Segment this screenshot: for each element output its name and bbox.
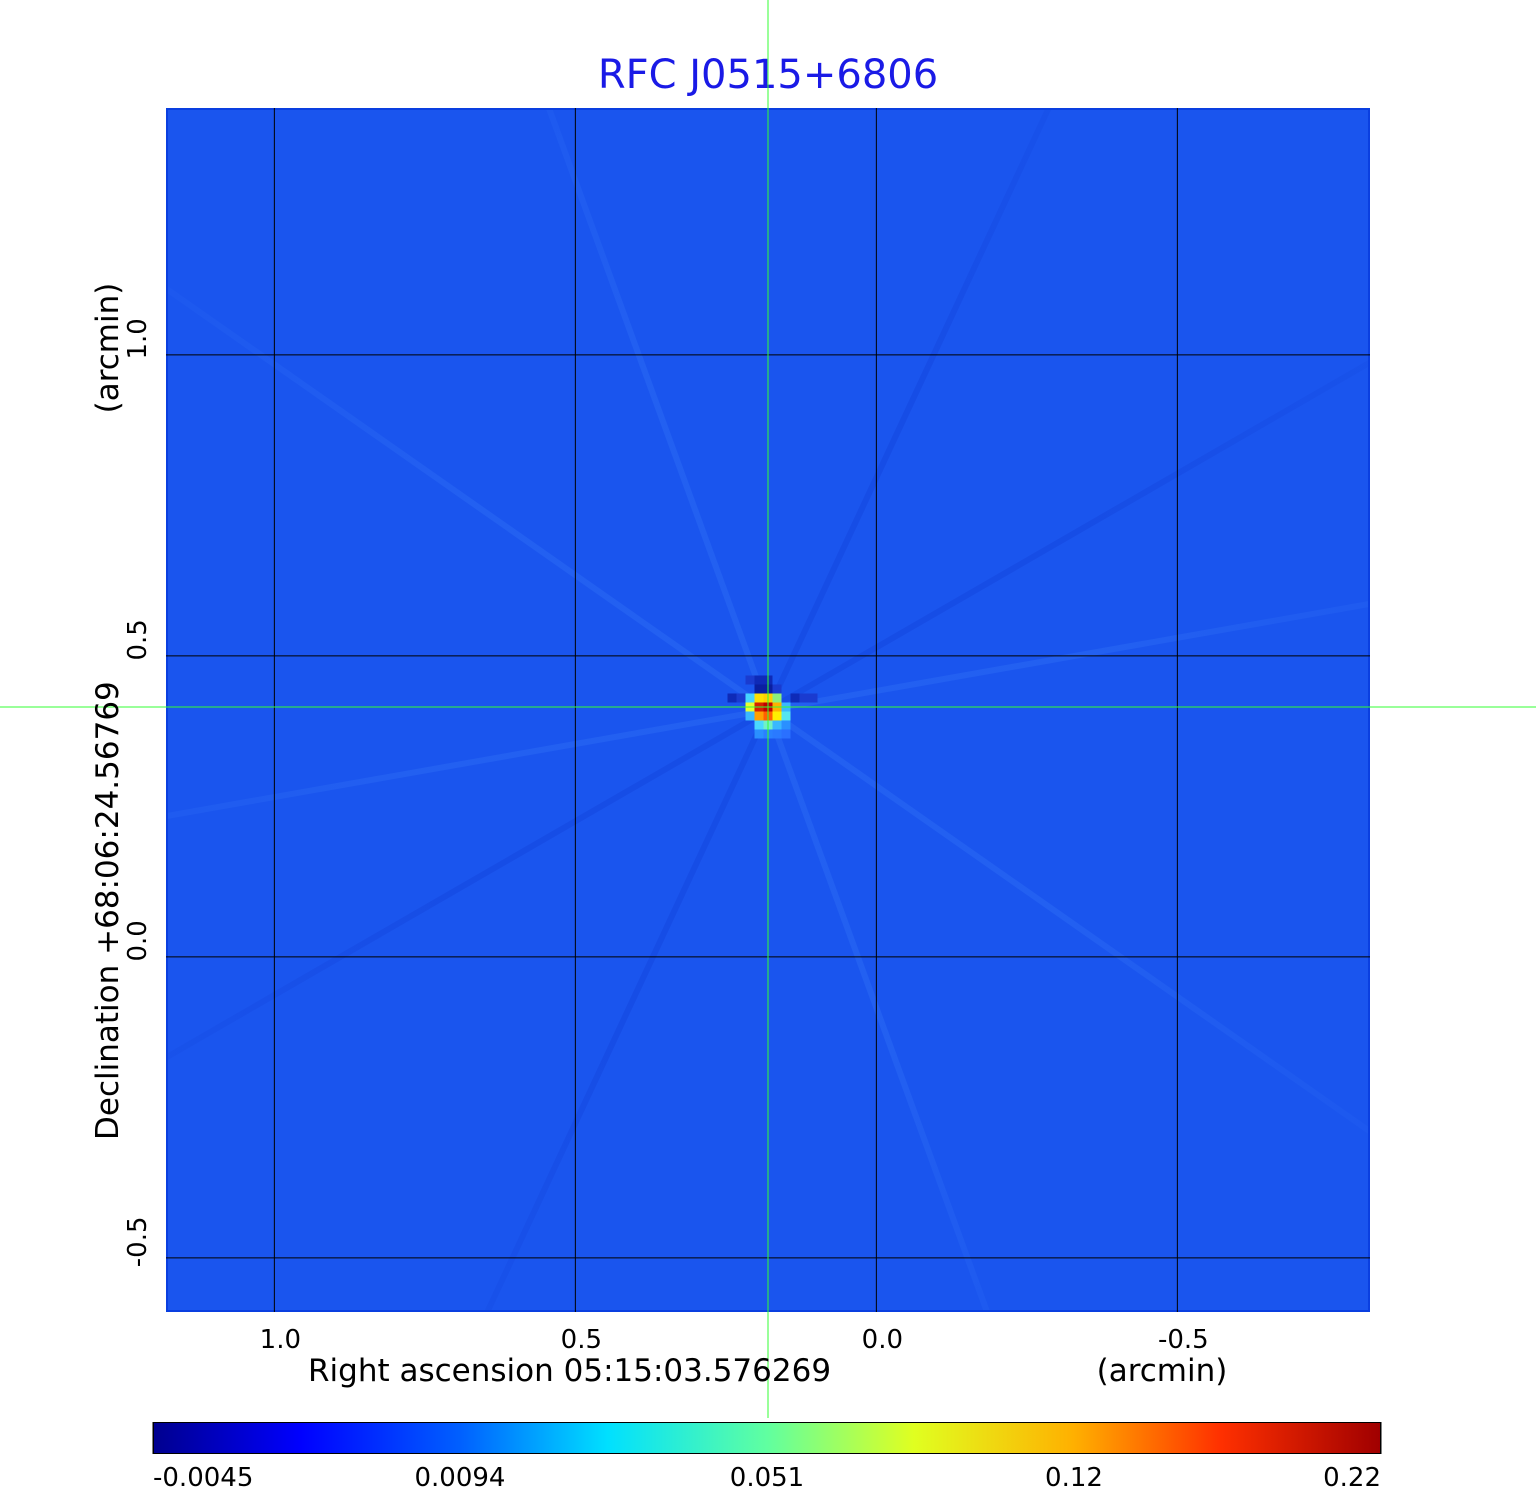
- source-pixel: [772, 711, 782, 721]
- colorbar-tick-label: -0.0045: [153, 1463, 253, 1493]
- source-pixel: [754, 675, 764, 685]
- source-pixel: [781, 729, 791, 739]
- x-axis-label: Right ascension 05:15:03.576269: [308, 1353, 831, 1389]
- colorbar-tick-label: 0.22: [1323, 1463, 1381, 1493]
- source-pixel: [754, 684, 764, 694]
- x-tick-label: -0.5: [1158, 1325, 1209, 1355]
- source-pixel: [745, 693, 755, 703]
- x-axis-unit: (arcmin): [1097, 1353, 1228, 1389]
- source-pixel: [754, 693, 764, 703]
- source-pixel: [799, 693, 809, 703]
- y-tick-label: -0.5: [123, 1216, 153, 1267]
- colorbar-tick-label: 0.0094: [415, 1463, 506, 1493]
- source-pixel: [808, 693, 818, 703]
- y-tick-label: 0.0: [123, 920, 153, 961]
- y-tick-label: 0.5: [123, 619, 153, 660]
- colorbar: [153, 1422, 1381, 1454]
- y-axis-unit: (arcmin): [90, 283, 126, 414]
- source-pixel: [745, 711, 755, 721]
- x-tick-label: 1.0: [260, 1325, 301, 1355]
- source-pixel: [754, 720, 764, 730]
- x-tick-label: 0.0: [862, 1325, 903, 1355]
- source-pixel: [781, 720, 791, 730]
- source-pixel: [790, 693, 800, 703]
- y-tick-label: 1.0: [123, 318, 153, 359]
- source-pixel: [781, 711, 791, 721]
- source-pixel: [754, 711, 764, 721]
- source-pixel: [727, 693, 737, 703]
- source-pixel: [772, 684, 782, 694]
- source-pixel: [772, 693, 782, 703]
- source-pixel: [754, 729, 764, 739]
- y-axis-label: Declination +68:06:24.56769: [90, 681, 126, 1140]
- source-pixel: [772, 729, 782, 739]
- colorbar-tick-label: 0.051: [730, 1463, 804, 1493]
- colorbar-tick-label: 0.12: [1045, 1463, 1103, 1493]
- x-tick-label: 0.5: [561, 1325, 602, 1355]
- source-pixel: [736, 693, 746, 703]
- source-pixel: [745, 675, 755, 685]
- source-pixel: [772, 720, 782, 730]
